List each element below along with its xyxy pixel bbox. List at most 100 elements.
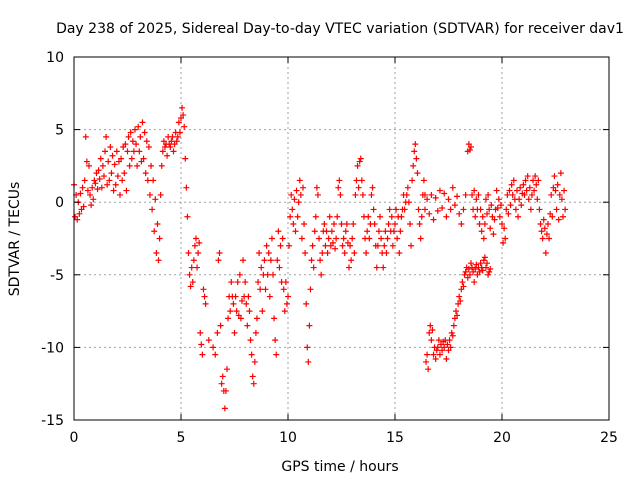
data-point bbox=[219, 373, 226, 380]
data-point bbox=[285, 293, 291, 300]
data-point bbox=[276, 264, 283, 271]
data-point bbox=[408, 242, 415, 249]
data-point bbox=[184, 213, 191, 220]
data-point bbox=[484, 210, 491, 217]
data-point bbox=[87, 191, 94, 198]
y-tick-label: -10 bbox=[41, 340, 64, 356]
data-point bbox=[389, 242, 396, 249]
data-point bbox=[181, 123, 188, 130]
data-point bbox=[296, 177, 303, 184]
data-point bbox=[338, 220, 345, 227]
data-point bbox=[403, 191, 410, 198]
data-point bbox=[370, 206, 377, 213]
data-point bbox=[91, 177, 98, 184]
data-point bbox=[293, 187, 300, 194]
data-point bbox=[326, 213, 333, 220]
data-point bbox=[413, 155, 420, 162]
data-point bbox=[543, 231, 550, 238]
data-point bbox=[528, 191, 535, 198]
data-point bbox=[234, 279, 241, 286]
data-point bbox=[201, 293, 208, 300]
x-axis-label: GPS time / hours bbox=[281, 459, 398, 475]
data-point bbox=[392, 220, 398, 227]
data-point bbox=[170, 148, 177, 155]
data-point bbox=[186, 271, 193, 278]
data-point bbox=[548, 191, 555, 198]
data-point bbox=[482, 264, 489, 271]
data-point bbox=[345, 264, 352, 271]
data-point bbox=[414, 170, 421, 177]
data-point bbox=[194, 264, 201, 271]
data-point bbox=[281, 308, 288, 315]
data-point bbox=[84, 187, 91, 194]
data-point bbox=[541, 225, 548, 232]
data-point bbox=[110, 187, 117, 194]
data-point bbox=[100, 173, 107, 180]
data-point bbox=[191, 242, 198, 249]
data-point bbox=[493, 187, 500, 194]
data-point bbox=[510, 177, 517, 184]
data-point bbox=[149, 206, 156, 213]
data-point bbox=[122, 141, 129, 148]
data-point bbox=[273, 351, 280, 358]
data-point bbox=[121, 170, 128, 177]
data-point bbox=[369, 184, 376, 191]
data-point bbox=[522, 177, 529, 184]
data-point bbox=[382, 228, 389, 235]
data-point bbox=[129, 138, 136, 145]
data-point bbox=[499, 220, 505, 227]
data-point bbox=[487, 265, 494, 272]
y-tick-label: 10 bbox=[46, 50, 64, 66]
data-point bbox=[358, 177, 365, 184]
data-point bbox=[411, 148, 418, 155]
data-point bbox=[302, 250, 309, 257]
data-point bbox=[558, 196, 565, 203]
data-point bbox=[507, 202, 514, 209]
data-point bbox=[164, 152, 171, 159]
data-point bbox=[405, 199, 412, 206]
data-point bbox=[144, 177, 151, 184]
data-point bbox=[92, 180, 99, 187]
data-point bbox=[454, 193, 461, 200]
data-point bbox=[94, 186, 101, 193]
data-point bbox=[242, 279, 249, 286]
data-point bbox=[321, 220, 328, 227]
data-point bbox=[280, 286, 287, 293]
data-point bbox=[290, 220, 297, 227]
data-point bbox=[267, 257, 274, 264]
data-point bbox=[217, 322, 224, 329]
data-point bbox=[231, 329, 238, 336]
data-point bbox=[291, 196, 298, 203]
data-point bbox=[347, 242, 354, 249]
data-point bbox=[141, 129, 148, 136]
data-point bbox=[467, 144, 474, 151]
data-point bbox=[99, 162, 106, 169]
data-point bbox=[520, 181, 527, 188]
data-point bbox=[143, 138, 150, 145]
data-point bbox=[80, 203, 87, 210]
data-point bbox=[537, 220, 544, 227]
data-point bbox=[173, 138, 180, 145]
data-point bbox=[339, 242, 346, 249]
data-point bbox=[250, 380, 257, 387]
data-point bbox=[363, 250, 370, 257]
data-point bbox=[243, 300, 250, 307]
data-point bbox=[551, 173, 558, 180]
data-point bbox=[271, 315, 278, 322]
data-point bbox=[259, 308, 266, 315]
data-point bbox=[227, 308, 234, 315]
data-point bbox=[526, 184, 533, 191]
data-point bbox=[232, 293, 239, 300]
data-point bbox=[536, 206, 543, 213]
data-point bbox=[374, 242, 381, 249]
data-point bbox=[451, 202, 458, 209]
data-point bbox=[317, 257, 324, 264]
data-point bbox=[268, 235, 275, 242]
data-point bbox=[294, 213, 301, 220]
data-point bbox=[525, 196, 532, 203]
data-point bbox=[434, 207, 441, 214]
data-point bbox=[288, 191, 295, 198]
data-point bbox=[167, 144, 174, 151]
data-point bbox=[237, 315, 244, 322]
data-point bbox=[134, 162, 141, 169]
